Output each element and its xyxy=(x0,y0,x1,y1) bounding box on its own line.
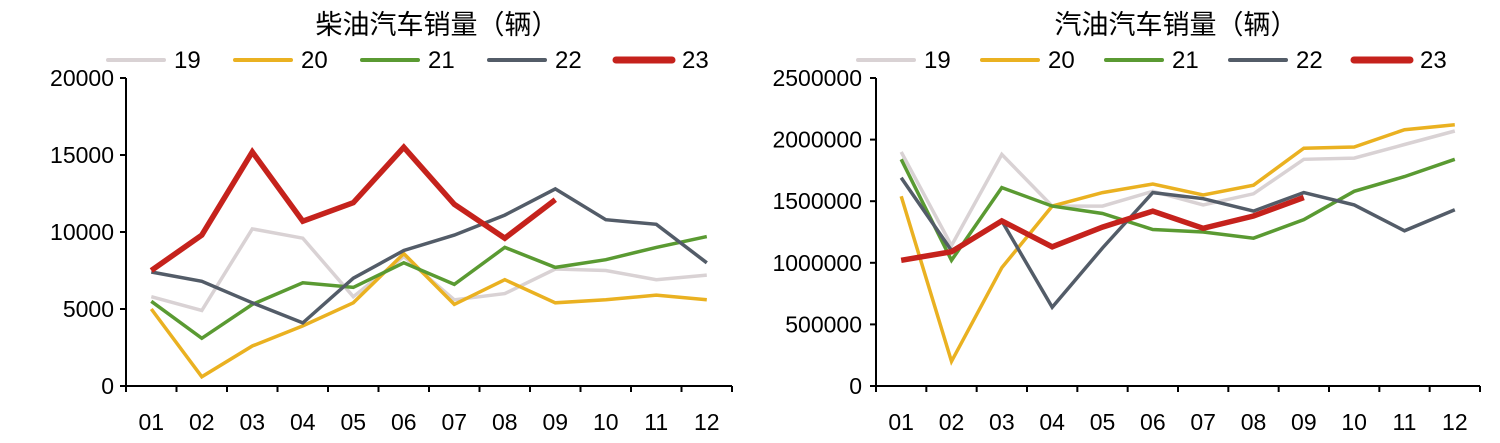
y-tick-label: 0 xyxy=(849,373,862,399)
x-tick-label: 05 xyxy=(340,409,366,435)
x-tick-label: 02 xyxy=(189,409,215,435)
legend-label-22: 22 xyxy=(1296,47,1323,74)
y-tick-label: 20000 xyxy=(50,65,114,91)
chart-title: 柴油汽车销量（辆） xyxy=(316,10,559,41)
legend-label-21: 21 xyxy=(428,47,455,74)
series-line-21 xyxy=(899,157,1456,264)
series-line-20 xyxy=(899,123,1455,366)
x-tick-label: 12 xyxy=(694,409,720,435)
series-line-19 xyxy=(899,129,1456,250)
x-tick-label: 08 xyxy=(492,409,518,435)
x-tick-label: 09 xyxy=(1291,409,1317,435)
legend-label-21: 21 xyxy=(1172,47,1199,74)
legend-label-20: 20 xyxy=(301,47,328,74)
x-tick-label: 01 xyxy=(888,409,914,435)
legend-label-19: 19 xyxy=(924,47,951,74)
chart-1: 柴油汽车销量（辆） 19 20 21 22 23 0 5000 10000 15000 20000 0… xyxy=(50,10,733,435)
x-tick-label: 10 xyxy=(1341,409,1367,435)
chart-2: 汽油汽车销量（辆） 19 20 21 22 23 0 500000 1000000 1500000… xyxy=(772,10,1481,435)
y-tick-label: 1500000 xyxy=(772,188,862,214)
series-line-20 xyxy=(149,251,707,380)
series-line-22 xyxy=(150,186,708,325)
y-tick-label: 10000 xyxy=(50,219,114,245)
y-tick-label: 0 xyxy=(101,373,114,399)
y-tick-label: 500000 xyxy=(785,311,862,337)
x-tick-label: 08 xyxy=(1241,409,1267,435)
legend-label-23: 23 xyxy=(682,47,709,74)
y-tick-label: 15000 xyxy=(50,142,114,168)
legend-label-20: 20 xyxy=(1048,47,1075,74)
series-line-22 xyxy=(899,176,1456,311)
series-line-21 xyxy=(150,234,708,341)
series-line-23 xyxy=(900,194,1305,264)
y-tick-label: 2500000 xyxy=(772,65,862,91)
x-tick-label: 04 xyxy=(290,409,316,435)
x-tick-label: 07 xyxy=(441,409,467,435)
x-tick-label: 09 xyxy=(542,409,568,435)
x-tick-label: 04 xyxy=(1039,409,1065,435)
x-tick-label: 03 xyxy=(239,409,265,435)
y-tick-label: 1000000 xyxy=(772,250,862,276)
x-tick-label: 06 xyxy=(391,409,417,435)
x-tick-label: 01 xyxy=(138,409,164,435)
x-tick-label: 12 xyxy=(1442,409,1468,435)
y-tick-label: 5000 xyxy=(63,296,114,322)
x-tick-label: 07 xyxy=(1190,409,1216,435)
x-tick-label: 10 xyxy=(593,409,619,435)
x-tick-label: 03 xyxy=(989,409,1015,435)
y-tick-label: 2000000 xyxy=(772,127,862,153)
legend-label-19: 19 xyxy=(174,47,201,74)
legend-label-23: 23 xyxy=(1420,47,1447,74)
legend-label-22: 22 xyxy=(555,47,582,74)
x-tick-label: 06 xyxy=(1140,409,1166,435)
x-tick-label: 02 xyxy=(939,409,965,435)
x-tick-label: 05 xyxy=(1090,409,1116,435)
chart-title: 汽油汽车销量（辆） xyxy=(1055,10,1298,41)
x-tick-label: 11 xyxy=(1393,409,1417,435)
series-line-23 xyxy=(149,143,557,273)
x-tick-label: 11 xyxy=(644,409,668,435)
